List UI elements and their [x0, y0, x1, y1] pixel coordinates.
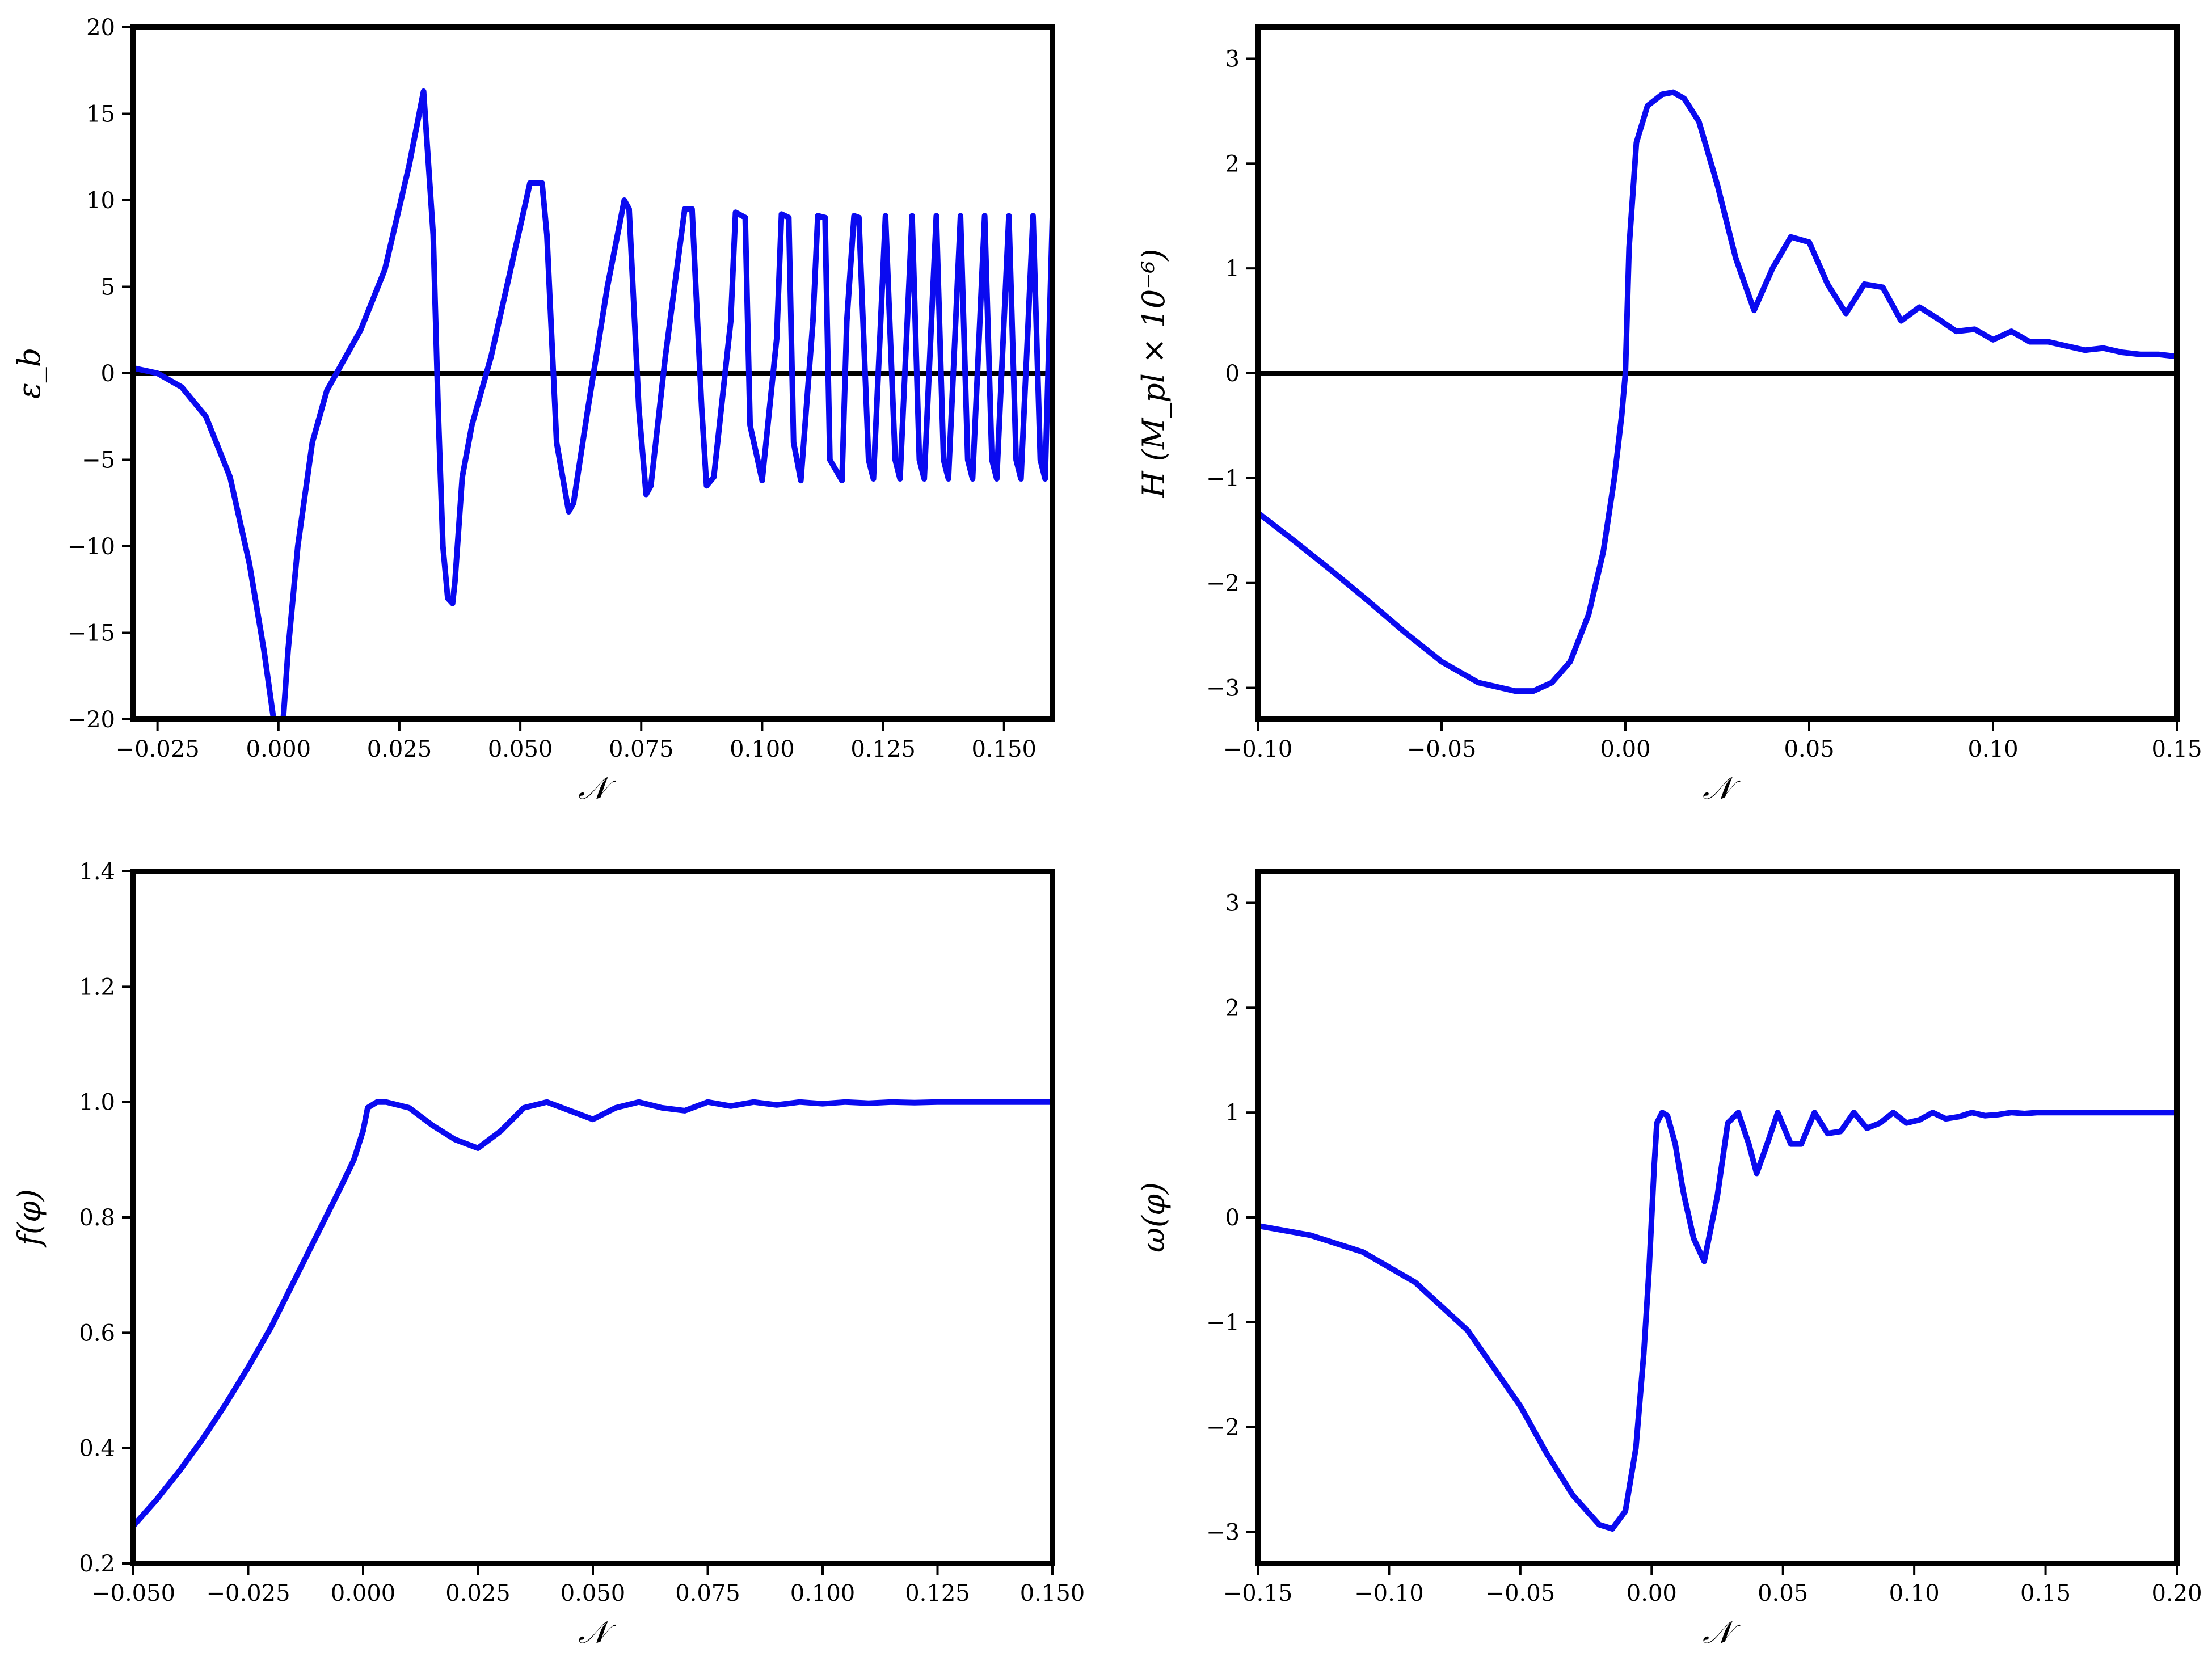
x-tick-label: 0.150 — [971, 736, 1037, 762]
y-tick-label: 1.2 — [79, 974, 115, 1000]
x-tick-label: −0.05 — [1486, 1580, 1556, 1607]
x-tick-label: 0.050 — [561, 1580, 626, 1607]
x-tick-label: 0.075 — [675, 1580, 740, 1607]
y-tick-label: −2 — [1206, 1415, 1240, 1441]
y-tick-label: 1.0 — [79, 1090, 115, 1116]
x-axis-label: 𝒩 — [578, 1614, 616, 1650]
series-line-0 — [133, 88, 1052, 719]
x-tick-label: 0.000 — [246, 736, 311, 762]
y-tick-label: −2 — [1206, 571, 1240, 597]
y-tick-label: 10 — [86, 188, 115, 214]
y-tick-label: 5 — [101, 275, 115, 301]
x-tick-label: 0.025 — [367, 736, 432, 762]
y-tick-label: 1 — [1225, 1100, 1240, 1126]
x-tick-label: −0.15 — [1223, 1580, 1293, 1607]
y-tick-label: 1.4 — [79, 859, 115, 885]
axes-frame — [1255, 24, 2180, 722]
x-tick-label: −0.025 — [116, 736, 200, 762]
x-axis-label: 𝒩 — [578, 770, 616, 806]
y-tick-label: 3 — [1225, 46, 1240, 72]
panel-f-phi: −0.050 −0.025 0.000 0.025 0.050 0.075 0.100 0.1… — [11, 859, 1085, 1650]
y-tick-label: −3 — [1206, 1520, 1240, 1546]
y-tick-label: −20 — [68, 707, 115, 733]
axes-frame — [1255, 869, 2180, 1566]
y-tick-label: 0.2 — [79, 1551, 115, 1577]
x-tick-label: 0.05 — [1758, 1580, 1808, 1607]
x-tick-label: −0.10 — [1354, 1580, 1424, 1607]
axes-frame — [130, 24, 1055, 722]
y-tick-label: −3 — [1206, 676, 1240, 702]
x-tick-label: 0.05 — [1784, 736, 1834, 762]
series-line-0 — [133, 1099, 1052, 1529]
x-axis-label: 𝒩 — [1703, 1614, 1741, 1650]
y-tick-label: 3 — [1225, 890, 1240, 916]
x-tick-label: −0.025 — [206, 1580, 290, 1607]
x-tick-label: 0.00 — [1600, 736, 1650, 762]
y-tick-label: −1 — [1206, 1310, 1240, 1336]
y-tick-label: 2 — [1225, 151, 1240, 177]
series-line-0 — [1258, 89, 2177, 694]
x-tick-label: 0.10 — [1967, 736, 2018, 762]
x-tick-label: 0.025 — [445, 1580, 511, 1607]
x-tick-label: 0.100 — [790, 1580, 856, 1607]
y-axis-label: ε_b — [11, 348, 47, 399]
y-tick-label: 0 — [1225, 361, 1240, 387]
y-tick-label: 0.8 — [79, 1205, 115, 1231]
x-tick-label: 0.125 — [905, 1580, 970, 1607]
x-tick-label: 0.075 — [609, 736, 674, 762]
y-tick-label: 0 — [101, 361, 115, 387]
y-axis-label: H (M_pl × 10⁻⁶) — [1136, 249, 1172, 499]
y-tick-label: −1 — [1206, 466, 1240, 492]
axes-frame — [130, 869, 1055, 1566]
x-tick-label: 0.150 — [1020, 1580, 1085, 1607]
y-tick-label: −5 — [82, 448, 115, 474]
y-tick-label: 0.4 — [79, 1436, 115, 1462]
x-tick-label: 0.000 — [331, 1580, 396, 1607]
x-tick-label: 0.050 — [488, 736, 553, 762]
panel-eps-b: −0.025 0.000 0.025 0.050 0.075 0.100 0.125 0.15… — [11, 15, 1055, 806]
series-line-0 — [1258, 1110, 2177, 1532]
x-tick-label: 0.100 — [730, 736, 795, 762]
y-axis-label: f(φ) — [11, 1189, 47, 1248]
x-tick-label: 0.00 — [1627, 1580, 1677, 1607]
panel-hubble: −0.10 −0.05 0.00 0.05 0.10 0.15 −3 −2 −1 0 1 2 3 𝒩 H (… — [1136, 24, 2202, 806]
y-tick-label: −10 — [68, 534, 115, 560]
y-tick-label: −15 — [68, 621, 115, 647]
y-tick-label: 0 — [1225, 1205, 1240, 1231]
y-tick-label: 0.6 — [79, 1320, 115, 1346]
y-tick-label: 15 — [86, 102, 115, 128]
x-tick-label: 0.15 — [2151, 736, 2202, 762]
x-tick-label: −0.10 — [1223, 736, 1293, 762]
x-tick-label: −0.050 — [91, 1580, 175, 1607]
panel-omega-phi: −0.15 −0.10 −0.05 0.00 0.05 0.10 0.15 0.20 −3 −2 −… — [1136, 869, 2202, 1650]
y-tick-label: 20 — [86, 15, 115, 41]
x-tick-label: 0.10 — [1889, 1580, 1940, 1607]
y-tick-label: 2 — [1225, 995, 1240, 1021]
x-axis-label: 𝒩 — [1703, 770, 1741, 806]
x-tick-label: 0.15 — [2020, 1580, 2071, 1607]
x-tick-label: −0.05 — [1407, 736, 1477, 762]
x-tick-label: 0.20 — [2151, 1580, 2202, 1607]
y-axis-label: ω(φ) — [1136, 1182, 1172, 1253]
x-tick-label: 0.125 — [850, 736, 916, 762]
y-tick-label: 1 — [1225, 256, 1240, 282]
